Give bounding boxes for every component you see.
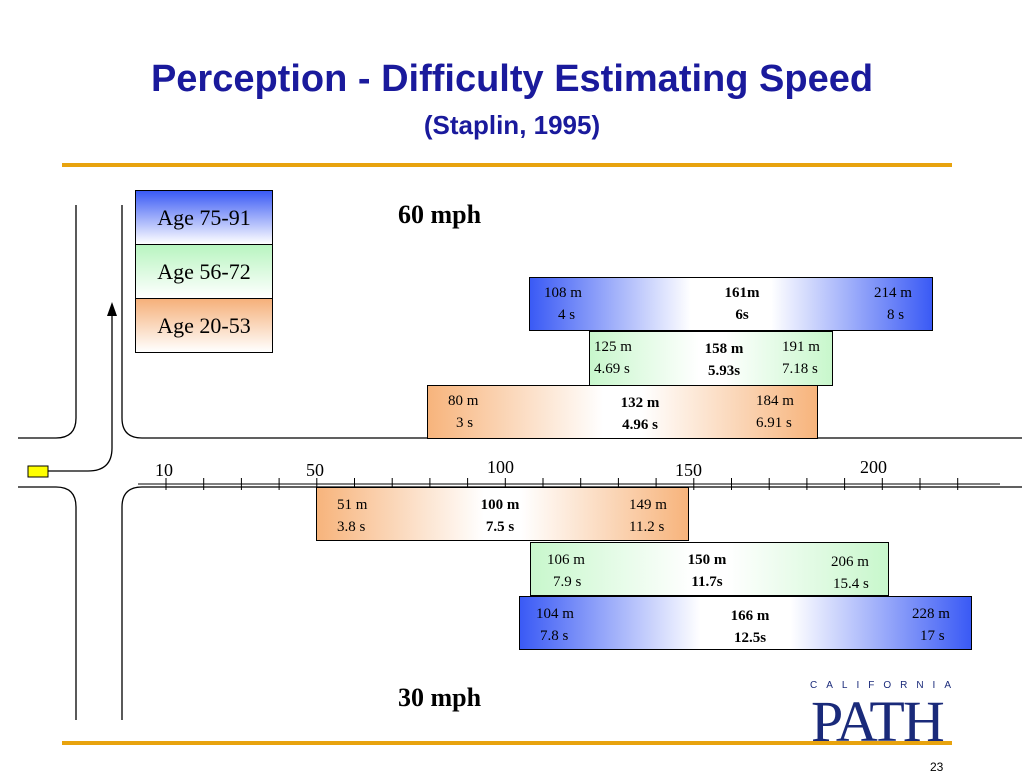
axis-label-200: 200	[860, 457, 887, 477]
mid-time: 6s	[735, 307, 749, 323]
page-title: Perception - Difficulty Estimating Speed	[150, 58, 874, 100]
left-distance: 104 m	[536, 606, 574, 622]
left-distance: 51 m	[337, 497, 368, 513]
mid-distance: 161m	[724, 285, 760, 301]
axis-label-10: 10	[155, 460, 173, 480]
mid-time: 12.5s	[733, 630, 767, 646]
left-time: 4 s	[558, 307, 576, 323]
left-distance: 125 m	[594, 339, 632, 355]
age-legend: Age 75-91 Age 56-72 Age 20-53	[135, 190, 273, 353]
range-box-60-age-56-72: 125 m 4.69 s 158 m 5.93s 191 m 7.18 s	[589, 331, 833, 386]
turn-arrow-head	[107, 302, 117, 316]
mid-distance: 166 m	[730, 608, 770, 624]
axis-label-100: 100	[487, 457, 514, 477]
left-distance: 108 m	[544, 285, 582, 301]
road-corner-lower-right	[121, 486, 1022, 720]
speed-label-30: 30 mph	[398, 683, 482, 712]
mid-distance: 100 m	[480, 497, 520, 513]
car-icon	[27, 465, 49, 478]
legend-age-56-72: Age 56-72	[136, 245, 272, 299]
left-time: 4.69 s	[594, 361, 630, 377]
right-distance: 214 m	[874, 285, 912, 301]
mid-distance: 158 m	[704, 341, 744, 357]
range-box-30-age-20-53: 51 m 3.8 s 100 m 7.5 s 149 m 11.2 s	[316, 487, 689, 541]
left-time: 7.8 s	[540, 628, 569, 644]
left-time: 3.8 s	[337, 519, 366, 535]
right-distance: 149 m	[629, 497, 667, 513]
right-time: 11.2 s	[629, 519, 665, 535]
range-box-30-age-75-91: 104 m 7.8 s 166 m 12.5s 228 m 17 s	[519, 596, 972, 650]
range-box-60-age-20-53: 80 m 3 s 132 m 4.96 s 184 m 6.91 s	[427, 385, 818, 439]
left-time: 3 s	[456, 415, 474, 431]
mid-distance: 150 m	[687, 552, 727, 568]
page-subtitle: (Staplin, 1995)	[423, 110, 601, 140]
speed-label-60: 60 mph	[398, 200, 482, 229]
range-box-30-age-56-72: 106 m 7.9 s 150 m 11.7s 206 m 15.4 s	[530, 542, 889, 596]
california-path-logo: CALIFORNIA PATH	[805, 680, 965, 760]
legend-age-75-91: Age 75-91	[136, 191, 272, 245]
right-distance: 184 m	[756, 393, 794, 409]
right-time: 7.18 s	[782, 361, 818, 377]
axis-label-50: 50	[306, 460, 324, 480]
axis-label-150: 150	[675, 460, 702, 480]
road-corner-upper-right	[121, 417, 1022, 439]
right-time: 6.91 s	[756, 415, 792, 431]
top-divider	[62, 163, 952, 167]
right-distance: 191 m	[782, 339, 820, 355]
right-time: 8 s	[887, 307, 905, 323]
legend-age-20-53: Age 20-53	[136, 299, 272, 352]
left-time: 7.9 s	[553, 574, 582, 590]
page-number: 23	[930, 760, 944, 774]
right-time: 17 s	[920, 628, 945, 644]
logo-california-text: CALIFORNIA	[809, 680, 960, 691]
road-corner-lower-left	[18, 486, 77, 720]
turn-path	[48, 312, 113, 472]
right-time: 15.4 s	[833, 576, 869, 592]
road-corner-upper-left	[18, 417, 77, 439]
left-distance: 80 m	[448, 393, 479, 409]
mid-time: 4.96 s	[622, 417, 658, 433]
mid-time: 11.7s	[691, 574, 723, 590]
right-distance: 206 m	[831, 554, 869, 570]
logo-path-text: PATH	[811, 689, 945, 754]
mid-time: 5.93s	[707, 363, 741, 379]
bottom-divider	[62, 741, 952, 745]
mid-time: 7.5 s	[485, 519, 515, 535]
mid-distance: 132 m	[620, 395, 660, 411]
left-distance: 106 m	[547, 552, 585, 568]
right-distance: 228 m	[912, 606, 950, 622]
range-box-60-age-75-91: 108 m 4 s 161m 6s 214 m 8 s	[529, 277, 933, 331]
